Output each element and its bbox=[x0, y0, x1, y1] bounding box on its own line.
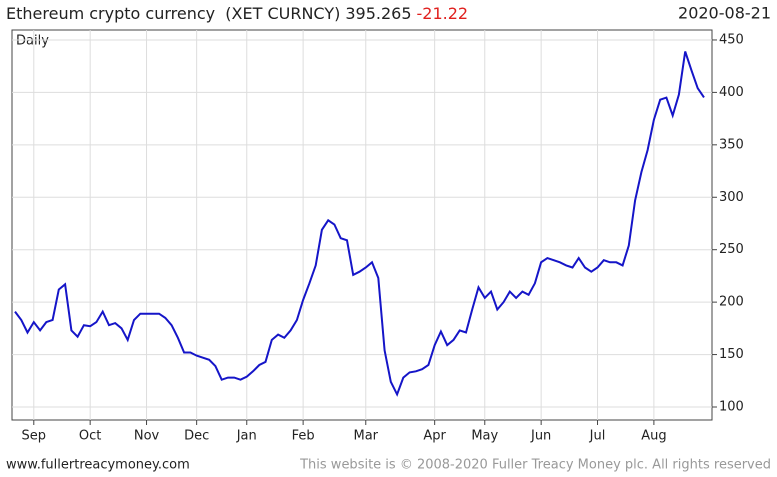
x-tick-label: Nov bbox=[134, 429, 160, 444]
y-tick-label: 350 bbox=[719, 137, 744, 152]
chart-title: Ethereum crypto currency (XET CURNCY) 395… bbox=[6, 4, 468, 23]
x-tick-label: Jun bbox=[530, 429, 551, 444]
series-label: Daily bbox=[16, 34, 49, 49]
x-tick-label: Jan bbox=[236, 429, 257, 444]
y-tick-label: 100 bbox=[719, 399, 744, 414]
x-tick-label: Feb bbox=[292, 429, 315, 444]
change: -21.22 bbox=[417, 4, 469, 23]
date: 2020-08-21 bbox=[678, 4, 771, 23]
y-tick-label: 150 bbox=[719, 347, 744, 362]
title-text: Ethereum crypto currency (XET CURNCY) bbox=[6, 4, 340, 23]
x-tick-label: Dec bbox=[184, 429, 209, 444]
y-tick-label: 300 bbox=[719, 190, 744, 205]
x-tick-label: Oct bbox=[79, 429, 101, 444]
footer-note: This website is © 2008-2020 Fuller Treac… bbox=[299, 458, 771, 473]
x-tick-label: Sep bbox=[22, 429, 47, 444]
price-line bbox=[14, 51, 705, 397]
y-tick-label: 450 bbox=[719, 32, 744, 47]
footer-link[interactable]: www.fullertreacymoney.com bbox=[6, 458, 190, 473]
x-tick-label: Jul bbox=[589, 429, 606, 444]
y-tick-label: 250 bbox=[719, 242, 744, 257]
y-tick-label: 400 bbox=[719, 85, 744, 100]
x-tick-label: Apr bbox=[423, 429, 446, 444]
x-tick-label: Aug bbox=[641, 429, 666, 444]
x-tick-label: Mar bbox=[353, 429, 378, 444]
x-tick-label: May bbox=[471, 429, 498, 444]
plot-frame bbox=[11, 29, 713, 421]
last-value: 395.265 bbox=[345, 4, 411, 23]
y-tick-label: 200 bbox=[719, 295, 744, 310]
